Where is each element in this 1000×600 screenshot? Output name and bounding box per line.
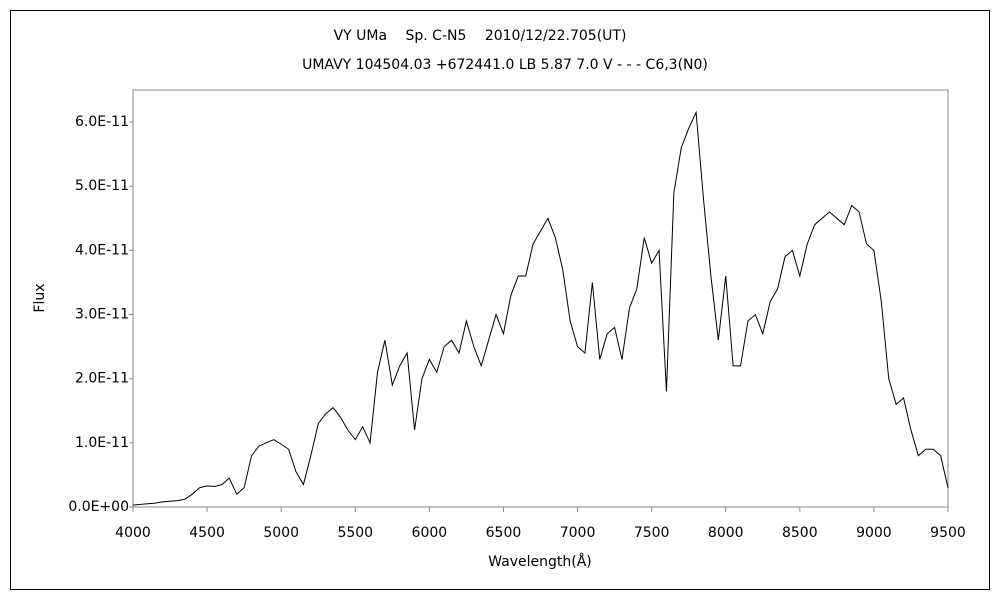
x-tick-label: 4500: [189, 525, 225, 541]
x-tick-label: 7500: [634, 525, 670, 541]
spectrum-line: [132, 110, 949, 506]
plot-area: [132, 89, 949, 508]
y-tick-label: 2.0E-11: [75, 371, 129, 387]
y-tick-label: 5.0E-11: [75, 178, 129, 194]
x-tick-label: 7000: [560, 525, 596, 541]
x-axis-label: Wavelength(Å): [488, 553, 592, 570]
y-tick-label: 3.0E-11: [75, 307, 129, 323]
x-tick-label: 8500: [782, 525, 818, 541]
chart-subtitle: UMAVY 104504.03 +672441.0 LB 5.87 7.0 V …: [302, 57, 708, 73]
x-tick-label: 6500: [486, 525, 522, 541]
chart-title: VY UMa Sp. C-N5 2010/12/22.705(UT): [334, 28, 627, 44]
x-tick-label: 8000: [708, 525, 744, 541]
y-tick-label: 1.0E-11: [75, 435, 129, 451]
x-tick-label: 5500: [337, 525, 373, 541]
y-tick-label: 6.0E-11: [75, 114, 129, 130]
y-tick-label: 4.0E-11: [75, 242, 129, 258]
y-axis-label: Flux: [32, 283, 48, 312]
x-tick-label: 9000: [856, 525, 892, 541]
x-tick-label: 4000: [115, 525, 151, 541]
x-tick-label: 6000: [412, 525, 448, 541]
y-tick-label: 0.0E+00: [68, 499, 129, 515]
x-tick-label: 5000: [263, 525, 299, 541]
x-tick-label: 9500: [930, 525, 966, 541]
